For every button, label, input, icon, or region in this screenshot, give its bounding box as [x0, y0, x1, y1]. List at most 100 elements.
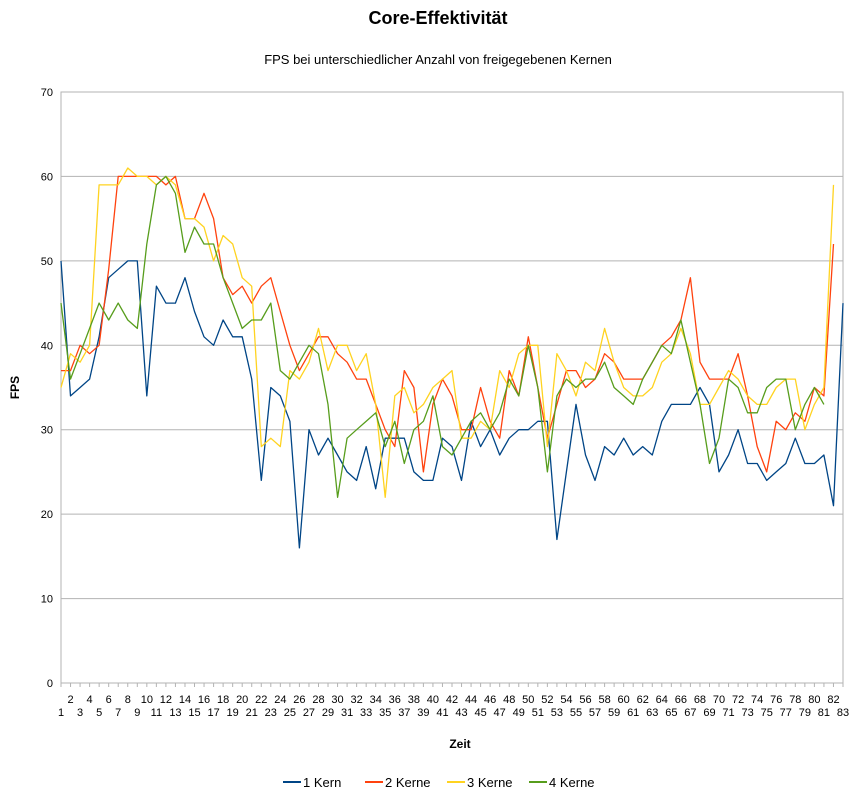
x-tick-label: 17: [207, 707, 219, 719]
x-tick-label: 58: [598, 694, 610, 706]
x-tick-label: 32: [351, 694, 363, 706]
x-tick-label: 31: [341, 707, 353, 719]
x-tick-label: 61: [627, 707, 639, 719]
x-tick-label: 22: [255, 694, 267, 706]
x-tick-label: 44: [465, 694, 477, 706]
y-tick-label: 0: [47, 678, 53, 690]
x-tick-label: 57: [589, 707, 601, 719]
x-tick-label: 19: [227, 707, 239, 719]
x-tick-label: 51: [532, 707, 544, 719]
x-tick-label: 72: [732, 694, 744, 706]
x-tick-label: 56: [579, 694, 591, 706]
x-tick-label: 59: [608, 707, 620, 719]
x-tick-label: 65: [665, 707, 677, 719]
x-tick-label: 43: [455, 707, 467, 719]
x-tick-label: 36: [389, 694, 401, 706]
x-tick-label: 11: [151, 707, 162, 719]
x-tick-label: 67: [684, 707, 696, 719]
x-tick-label: 83: [837, 707, 849, 719]
legend-label: 1 Kern: [303, 775, 341, 790]
x-tick-label: 82: [827, 694, 839, 706]
x-tick-label: 63: [646, 707, 658, 719]
x-tick-label: 47: [494, 707, 506, 719]
x-tick-label: 28: [312, 694, 324, 706]
x-tick-label: 34: [370, 694, 382, 706]
x-tick-label: 20: [236, 694, 248, 706]
x-tick-label: 69: [703, 707, 715, 719]
x-tick-label: 27: [303, 707, 315, 719]
plot-area: [60, 91, 844, 684]
x-tick-label: 62: [637, 694, 649, 706]
x-tick-label: 21: [246, 707, 258, 719]
x-tick-label: 75: [761, 707, 773, 719]
series-line-2: [61, 175, 835, 473]
x-tick-label: 1: [58, 707, 64, 719]
y-tick-label: 10: [41, 594, 53, 606]
chart-title: Core-Effektivität: [368, 8, 508, 28]
x-tick-label: 68: [694, 694, 706, 706]
x-tick-label: 15: [188, 707, 200, 719]
x-tick-label: 23: [265, 707, 277, 719]
x-tick-label: 50: [522, 694, 534, 706]
y-tick-label: 30: [41, 425, 53, 437]
x-tick-label: 24: [274, 694, 286, 706]
x-tick-label: 45: [474, 707, 486, 719]
x-tick-label: 76: [770, 694, 782, 706]
x-tick-label: 70: [713, 694, 725, 706]
x-tick-label: 35: [379, 707, 391, 719]
legend-item: 1 Kern: [283, 775, 341, 790]
legend-item: 4 Kerne: [529, 775, 595, 790]
x-tick-label: 81: [818, 707, 830, 719]
x-axis-label: Zeit: [449, 737, 470, 751]
x-tick-label: 26: [293, 694, 305, 706]
x-tick-label: 9: [134, 707, 140, 719]
x-tick-label: 77: [780, 707, 792, 719]
x-tick-label: 37: [398, 707, 410, 719]
series-line-3: [60, 167, 835, 498]
x-tick-label: 66: [675, 694, 687, 706]
legend-item: 3 Kerne: [447, 775, 513, 790]
x-tick-label: 79: [799, 707, 811, 719]
x-tick-label: 53: [551, 707, 563, 719]
legend-label: 2 Kerne: [385, 775, 431, 790]
x-tick-label: 2: [67, 694, 73, 706]
x-tick-label: 54: [560, 694, 572, 706]
x-tick-label: 49: [513, 707, 525, 719]
x-tick-label: 6: [106, 694, 112, 706]
y-tick-label: 20: [41, 509, 53, 521]
x-tick-label: 80: [808, 694, 820, 706]
x-tick-label: 5: [96, 707, 102, 719]
x-tick-label: 18: [217, 694, 229, 706]
x-tick-label: 13: [169, 707, 181, 719]
x-tick-label: 7: [115, 707, 121, 719]
x-tick-label: 3: [77, 707, 83, 719]
series-line-1: [60, 260, 844, 549]
x-tick-label: 52: [541, 694, 553, 706]
chart-subtitle: FPS bei unterschiedlicher Anzahl von fre…: [264, 52, 612, 67]
x-tick-label: 33: [360, 707, 372, 719]
x-tick-label: 64: [656, 694, 668, 706]
x-tick-label: 71: [722, 707, 734, 719]
y-axis-label: FPS: [8, 376, 22, 399]
x-tick-label: 29: [322, 707, 334, 719]
x-tick-label: 25: [284, 707, 296, 719]
x-tick-label: 4: [87, 694, 93, 706]
x-tick-label: 42: [446, 694, 458, 706]
legend-label: 3 Kerne: [467, 775, 513, 790]
legend-label: 4 Kerne: [549, 775, 595, 790]
y-tick-label: 70: [41, 87, 53, 99]
x-tick-label: 78: [789, 694, 801, 706]
legend-item: 2 Kerne: [365, 775, 431, 790]
x-tick-label: 14: [179, 694, 191, 706]
y-tick-label: 60: [41, 171, 53, 183]
x-tick-label: 8: [125, 694, 131, 706]
x-tick-label: 10: [141, 694, 153, 706]
y-tick-label: 50: [41, 256, 53, 268]
x-tick-label: 39: [417, 707, 429, 719]
x-tick-label: 55: [570, 707, 582, 719]
x-tick-label: 46: [484, 694, 496, 706]
x-tick-label: 38: [408, 694, 420, 706]
x-tick-label: 60: [618, 694, 630, 706]
